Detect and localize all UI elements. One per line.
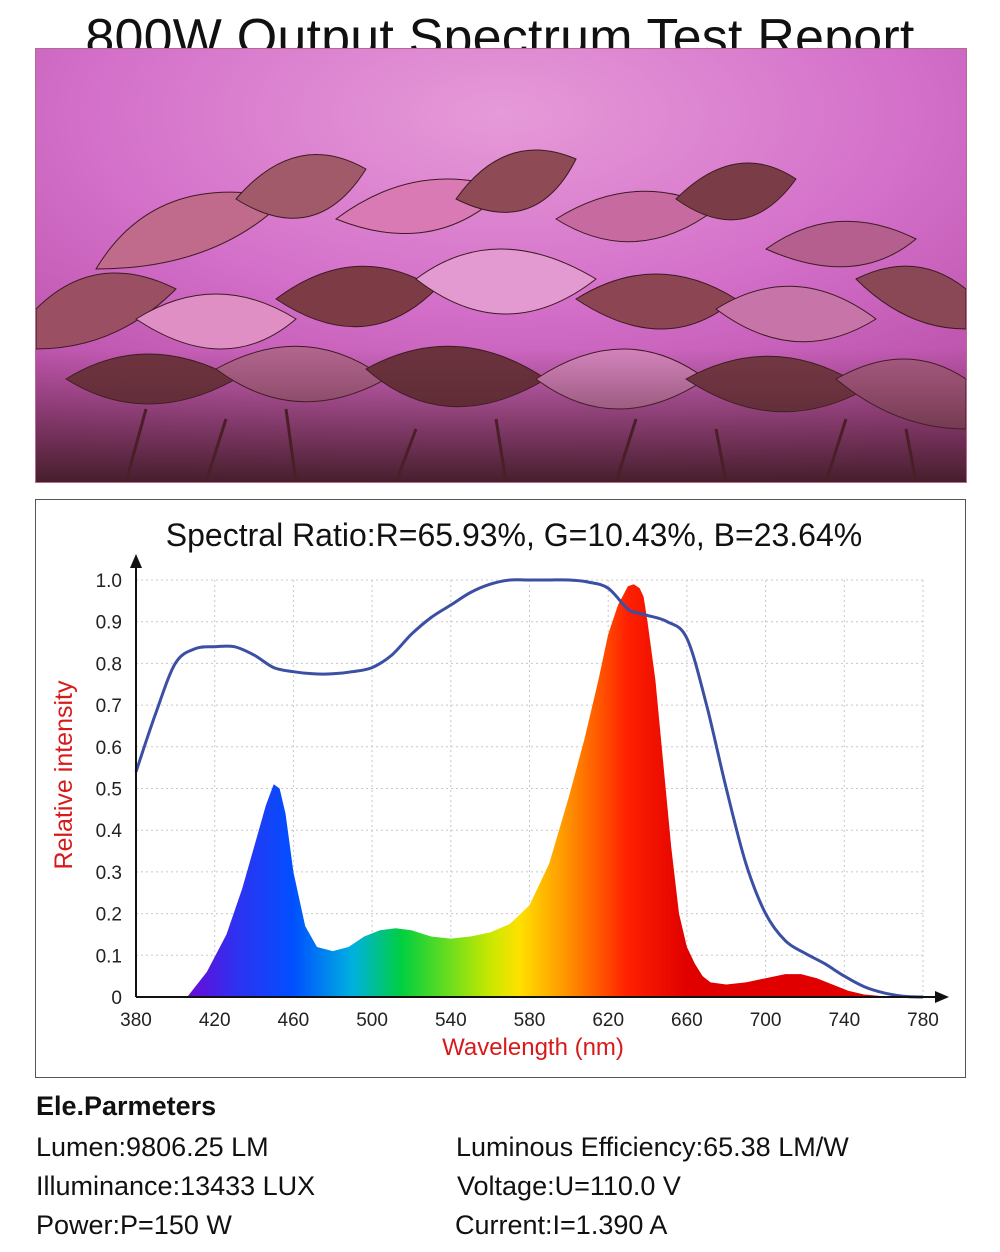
param-efficiency: Luminous Efficiency:65.38 LM/W: [456, 1132, 849, 1162]
stems: [124, 408, 918, 482]
y-axis-arrow: [130, 554, 142, 568]
spectrum-chart: Spectral Ratio:R=65.93%, G=10.43%, B=23.…: [50, 517, 949, 1061]
x-axis-arrow: [935, 991, 949, 1003]
x-tick-label: 500: [356, 1010, 388, 1031]
x-tick-label: 740: [828, 1010, 860, 1031]
spectrum-chart-panel: Spectral Ratio:R=65.93%, G=10.43%, B=23.…: [35, 499, 966, 1078]
x-tick-label: 780: [907, 1010, 939, 1031]
x-axis-label: Wavelength (nm): [442, 1034, 624, 1061]
y-tick-label: 0.3: [96, 863, 122, 884]
x-tick-label: 540: [435, 1010, 467, 1031]
y-tick-label: 0.9: [96, 613, 122, 634]
electrical-parameters: Ele.Parmeters Lumen:9806.25 LM Luminous …: [36, 1088, 976, 1240]
y-tick-label: 0.5: [96, 780, 122, 801]
param-voltage: Voltage:U=110.0 V: [457, 1171, 681, 1201]
y-tick-label: 0.2: [96, 905, 122, 926]
y-tick-label: 0.4: [96, 821, 123, 842]
x-tick-label: 620: [592, 1010, 624, 1031]
y-axis-label: Relative intensity: [50, 680, 78, 869]
x-tick-label: 420: [199, 1010, 231, 1031]
y-tick-label: 0: [111, 988, 122, 1009]
x-axis-ticks: 380 420 460 500 540 580 620 660 700 740 780: [120, 1010, 939, 1031]
x-tick-label: 580: [514, 1010, 546, 1031]
chart-axes: [130, 554, 949, 1003]
param-illuminance: Illuminance:13433 LUX: [36, 1171, 316, 1201]
x-tick-label: 460: [278, 1010, 310, 1031]
plant-photo: [35, 48, 967, 483]
x-tick-label: 700: [750, 1010, 782, 1031]
chart-title: Spectral Ratio:R=65.93%, G=10.43%, B=23.…: [166, 517, 862, 553]
plant-photo-image: [36, 49, 966, 482]
y-axis-ticks: 0 0.1 0.2 0.3 0.4 0.5 0.6 0.7 0.8 0.9 1.0: [96, 571, 123, 1009]
y-tick-label: 0.1: [96, 946, 122, 967]
y-tick-label: 0.6: [96, 738, 122, 759]
param-power: Power:P=150 W: [36, 1210, 232, 1240]
param-lumen: Lumen:9806.25 LM: [36, 1132, 269, 1162]
x-tick-label: 380: [120, 1010, 152, 1031]
param-current: Current:I=1.390 A: [455, 1210, 668, 1240]
transmission-curve: [134, 578, 924, 999]
spectrum-area: [187, 584, 923, 997]
y-tick-label: 0.7: [96, 696, 122, 717]
x-tick-label: 660: [671, 1010, 703, 1031]
params-title: Ele.Parmeters: [36, 1091, 217, 1121]
y-tick-label: 1.0: [96, 571, 122, 592]
y-tick-label: 0.8: [96, 654, 122, 675]
